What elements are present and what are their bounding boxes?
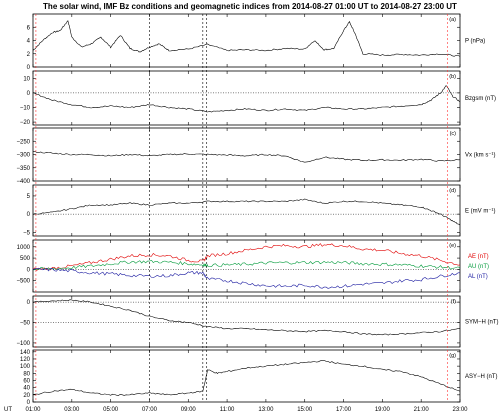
panel-d-series-0 — [32, 198, 461, 226]
panel-g-ytick-label-0: 0 — [27, 400, 31, 406]
panel-e-ytick-label-1: 0 — [27, 267, 31, 273]
panel-a-ylabel: P (nPa) — [465, 39, 485, 45]
event-markers — [35, 14, 448, 402]
panel-a-frame — [32, 13, 461, 68]
panel-e: −500 0 500 1000 (e) AE (nT) AU (nT) AL (nT) — [16, 239, 489, 293]
panel-c-series-0 — [32, 151, 460, 163]
panel-f-id: (f) — [451, 299, 456, 305]
panel-e-series-0 — [32, 243, 461, 271]
panel-g-ytick-label-2: 40 — [23, 386, 30, 392]
panel-c: −400 −350 −300 −250 (c) Vx (km s⁻¹) — [16, 127, 496, 185]
panel-b-ytick-label-0: −20 — [20, 120, 31, 126]
panel-e-legend-2: AL (nT) — [468, 274, 488, 280]
panel-c-ytick-label-3: −250 — [16, 139, 30, 145]
x-tick-label-6: 13:00 — [258, 407, 274, 413]
panel-a-id: (a) — [449, 17, 456, 23]
panel-g-ytick-label-5: 100 — [20, 364, 31, 370]
panel-e-id: (e) — [449, 243, 456, 249]
panel-e-legend-0: AE (nT) — [468, 254, 489, 260]
panel-g-ytick-label-6: 120 — [20, 357, 31, 363]
panel-d-frame — [32, 184, 461, 237]
x-tick-label-8: 17:00 — [336, 407, 352, 413]
panel-f: −100 −50 0 (f) SYM−H (nT) — [16, 295, 499, 348]
panel-f-ytick-label-2: 0 — [27, 300, 31, 306]
x-tick-label-1: 03:00 — [64, 407, 80, 413]
panel-g-ytick-label-7: 140 — [20, 350, 31, 356]
panel-d: −5 0 5 (d) E (mV m⁻¹) — [23, 184, 496, 237]
panel-g-id: (g) — [449, 353, 456, 359]
panel-b-ytick-label-3: 10 — [23, 76, 30, 82]
panel-g-frame — [32, 349, 461, 403]
x-tick-label-10: 21:00 — [414, 407, 430, 413]
panel-g-ylabel: ASY−H (nT) — [465, 374, 498, 380]
x-axis: UT 01:00 03:00 05:00 07:00 09:00 11:00 13:00 15… — [4, 407, 468, 413]
panel-a-ytick-label-0: 0 — [27, 65, 31, 71]
panel-e-ytick-label-2: 500 — [20, 256, 31, 262]
x-tick-label-7: 15:00 — [297, 407, 313, 413]
panel-b-ylabel: Bzgsm (nT) — [465, 96, 496, 102]
panel-a-ytick-label-3: 6 — [27, 25, 31, 31]
panel-b: −20 −10 0 10 (b) Bzgsm (nT) — [20, 70, 496, 126]
panel-e-ytick-label-0: −500 — [16, 279, 30, 285]
x-axis-unit-label: UT — [4, 407, 12, 413]
panel-e-legend-1: AU (nT) — [468, 264, 489, 270]
panel-f-ylabel: SYM−H (nT) — [465, 320, 499, 326]
panel-e-frame — [32, 239, 461, 293]
panel-f-ytick-label-0: −100 — [16, 341, 30, 347]
panel-g-ytick-label-3: 60 — [23, 378, 30, 384]
panel-c-ytick-label-2: −300 — [16, 153, 30, 159]
panel-g-ytick-label-1: 20 — [23, 393, 30, 399]
panel-a-ytick-label-2: 4 — [27, 39, 31, 45]
panel-b-ytick-label-2: 0 — [27, 91, 31, 97]
panel-d-id: (d) — [449, 188, 456, 194]
x-tick-label-11: 23:00 — [452, 407, 468, 413]
x-tick-label-0: 01:00 — [25, 407, 41, 413]
panel-a: 0 2 4 6 (a) P (nPa) — [27, 13, 485, 71]
panel-f-ytick-label-1: −50 — [20, 321, 31, 327]
x-tick-label-5: 11:00 — [220, 407, 235, 413]
panel-b-ytick-label-1: −10 — [20, 105, 31, 111]
panel-f-series-0 — [32, 299, 460, 336]
x-tick-label-3: 07:00 — [142, 407, 158, 413]
panel-b-frame — [32, 70, 461, 126]
x-tick-label-9: 19:00 — [375, 407, 391, 413]
panel-d-ytick-label-1: 0 — [27, 212, 31, 218]
panel-a-ytick-label-1: 2 — [27, 52, 31, 58]
panel-g-series-0 — [32, 360, 461, 396]
panel-d-ylabel: E (mV m⁻¹) — [465, 209, 496, 215]
panel-e-series-1 — [32, 259, 461, 271]
panel-g-ytick-label-4: 80 — [23, 371, 30, 377]
panel-e-series-2 — [32, 267, 460, 289]
panel-e-ytick-label-3: 1000 — [17, 245, 31, 251]
panel-c-frame — [32, 127, 461, 182]
panel-d-ytick-label-2: 5 — [27, 194, 31, 200]
panel-a-series-0 — [32, 20, 461, 57]
panel-c-ytick-label-0: −400 — [16, 179, 30, 185]
x-tick-label-2: 05:00 — [103, 407, 119, 413]
panel-c-id: (c) — [450, 131, 457, 137]
panel-b-series-0 — [32, 85, 461, 113]
figure-title: The solar wind, IMF Bz conditions and ge… — [43, 2, 457, 11]
panel-c-ylabel: Vx (km s⁻¹) — [465, 153, 496, 159]
panel-b-id: (b) — [449, 74, 456, 80]
x-tick-label-4: 09:00 — [181, 407, 197, 413]
panel-c-ytick-label-1: −350 — [16, 166, 30, 172]
panel-f-frame — [32, 295, 461, 348]
panel-d-ytick-label-0: −5 — [23, 230, 31, 236]
